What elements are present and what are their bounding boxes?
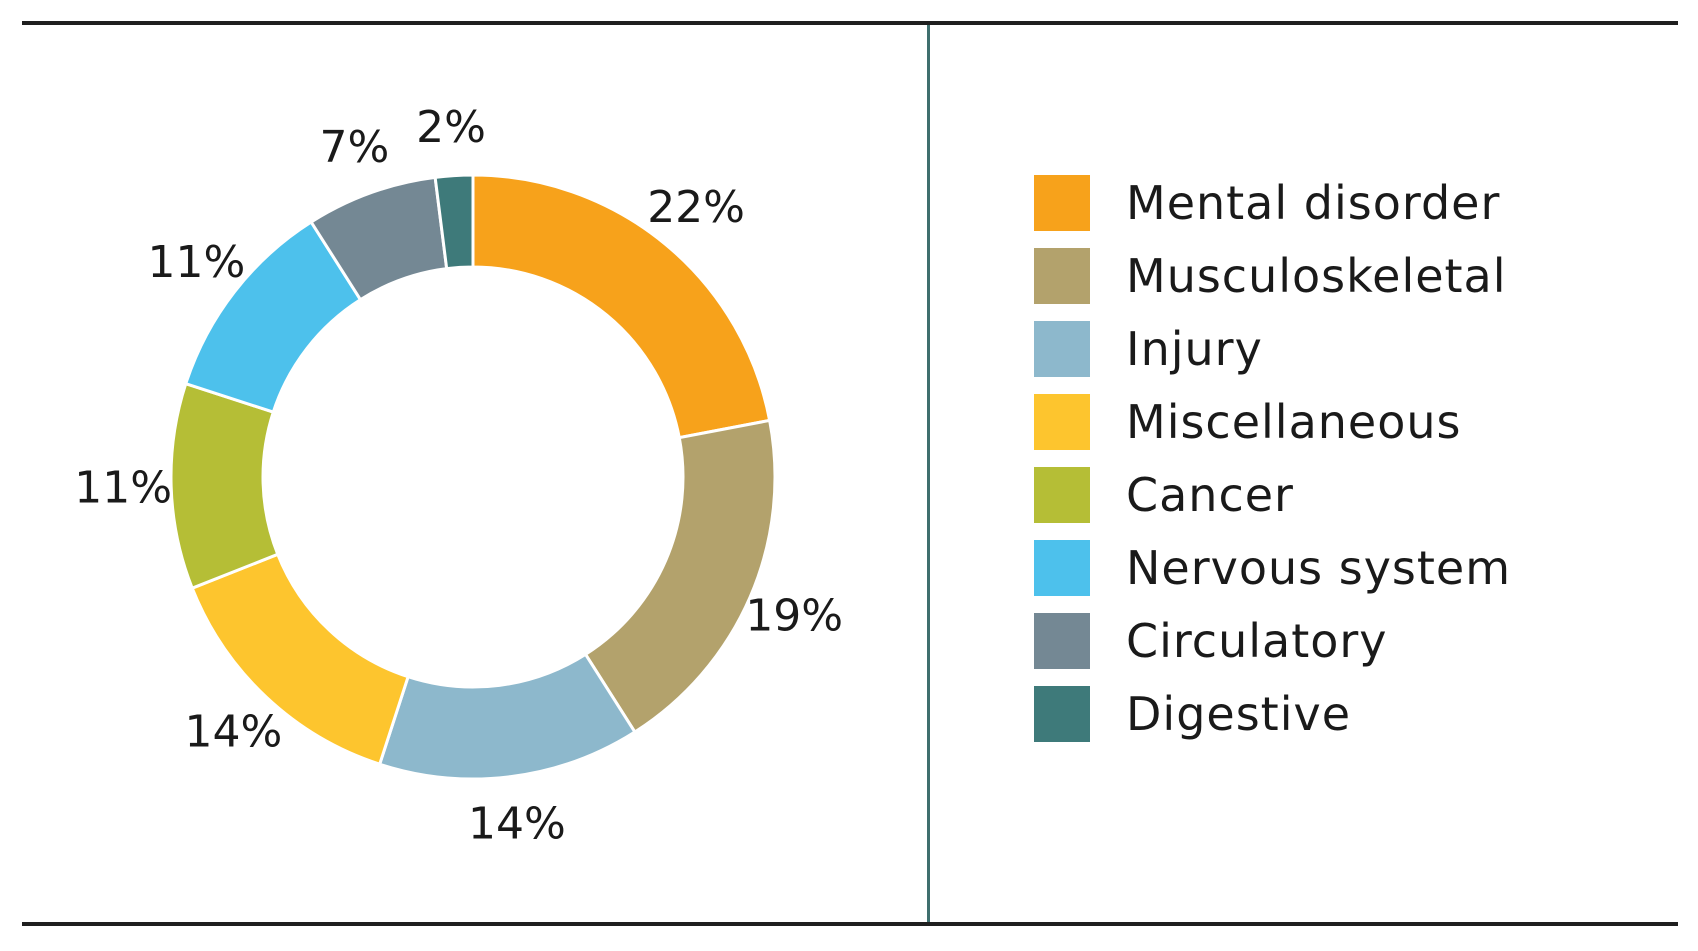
legend-label: Miscellaneous xyxy=(1126,395,1462,449)
top-rule xyxy=(22,21,1678,25)
legend-label: Injury xyxy=(1126,322,1263,376)
legend-item-mental-disorder: Mental disorder xyxy=(1034,172,1594,231)
value-label-digestive: 2% xyxy=(416,102,486,153)
legend-swatch xyxy=(1034,686,1090,742)
value-label-cancer: 11% xyxy=(74,462,172,513)
legend-item-digestive: Digestive xyxy=(1034,683,1594,742)
legend-label: Mental disorder xyxy=(1126,176,1501,230)
value-label-miscellaneous: 14% xyxy=(185,707,283,758)
slice-injury xyxy=(377,652,637,781)
value-label-musculoskeletal: 19% xyxy=(745,591,843,642)
vertical-divider xyxy=(927,25,930,922)
legend-swatch xyxy=(1034,394,1090,450)
legend-item-musculoskeletal: Musculoskeletal xyxy=(1034,245,1594,304)
legend-item-cancer: Cancer xyxy=(1034,464,1594,523)
donut-chart: 22% 19% 14% 14% 11% 11% 7% 2% xyxy=(74,102,843,850)
value-label-injury: 14% xyxy=(468,799,566,850)
legend-label: Musculoskeletal xyxy=(1126,249,1507,303)
legend-item-miscellaneous: Miscellaneous xyxy=(1034,391,1594,450)
slice-musculoskeletal xyxy=(583,418,777,735)
chart-slices xyxy=(169,173,777,781)
legend-label: Digestive xyxy=(1126,687,1352,741)
chart-value-labels: 22% 19% 14% 14% 11% 11% 7% 2% xyxy=(74,102,843,850)
value-label-mental-disorder: 22% xyxy=(647,182,745,233)
legend-swatch xyxy=(1034,321,1090,377)
legend-label: Nervous system xyxy=(1126,541,1512,595)
legend-item-injury: Injury xyxy=(1034,318,1594,377)
legend-swatch xyxy=(1034,613,1090,669)
legend-swatch xyxy=(1034,540,1090,596)
legend-label: Circulatory xyxy=(1126,614,1388,668)
legend-item-nervous-system: Nervous system xyxy=(1034,537,1594,596)
legend-item-circulatory: Circulatory xyxy=(1034,610,1594,669)
legend-swatch xyxy=(1034,467,1090,523)
legend-label: Cancer xyxy=(1126,468,1294,522)
legend-swatch xyxy=(1034,175,1090,231)
slice-cancer xyxy=(169,381,280,591)
slice-digestive xyxy=(433,173,475,271)
bottom-rule xyxy=(22,922,1678,926)
value-label-nervous-system: 11% xyxy=(148,237,246,288)
value-label-circulatory: 7% xyxy=(320,122,390,173)
legend-swatch xyxy=(1034,248,1090,304)
